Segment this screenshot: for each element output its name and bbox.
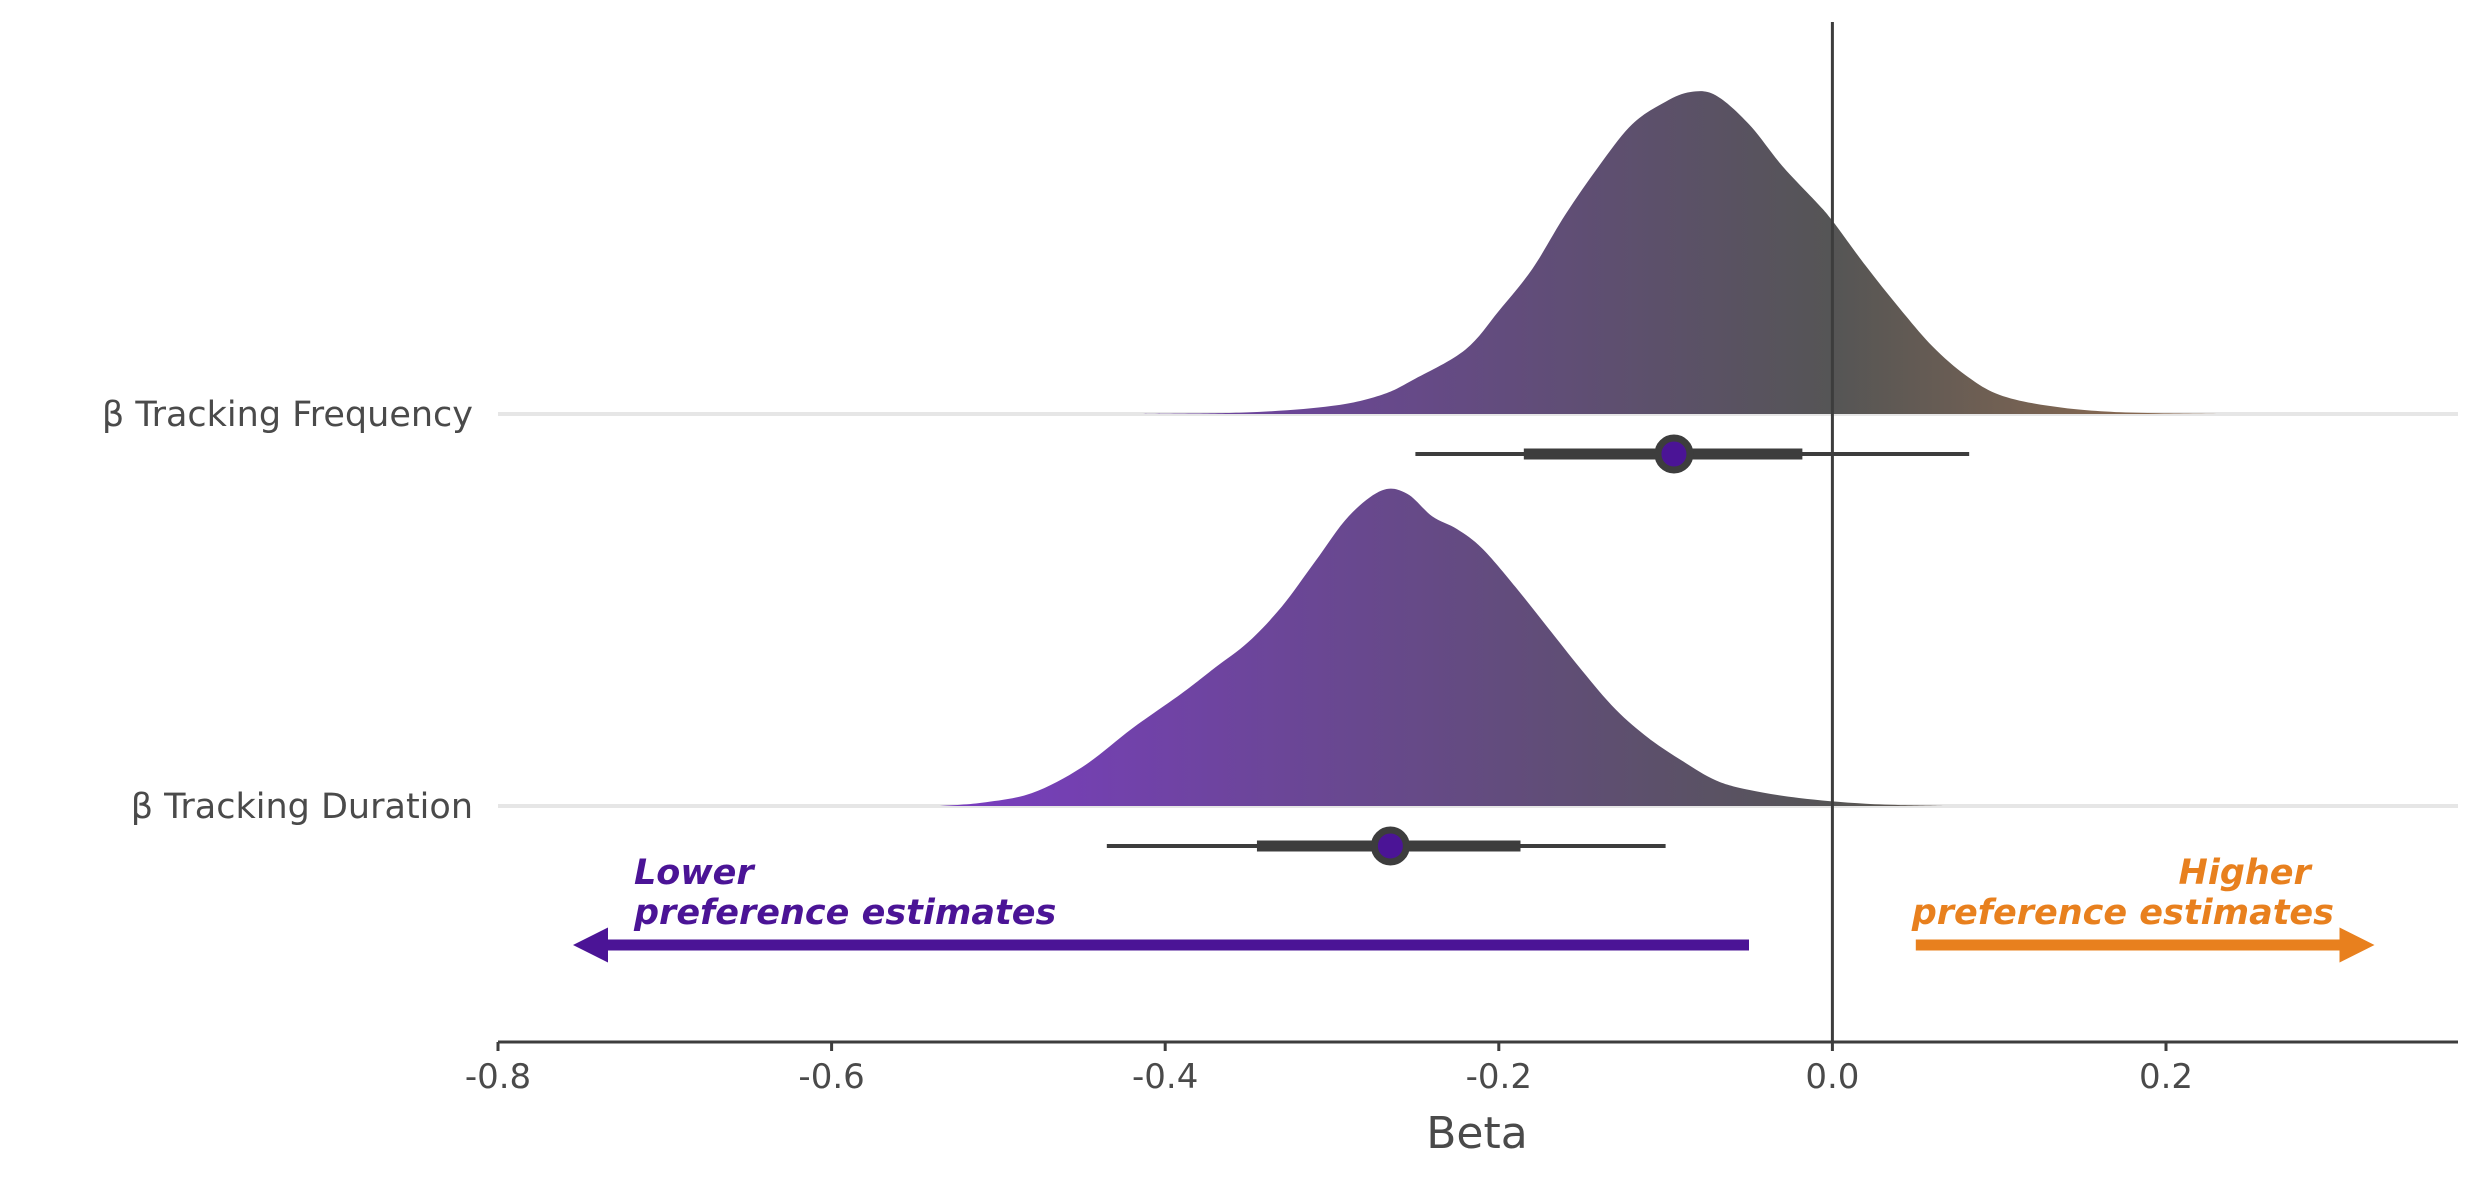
lower-annotation: Lower preference estimates — [633, 853, 1056, 933]
intervals-layer — [1106, 434, 1970, 866]
x-tick-label-2: -0.4 — [1132, 1057, 1198, 1097]
x-axis: -0.8 -0.6 -0.4 -0.2 0.0 0.2 Beta — [465, 1040, 2458, 1159]
lower-annotation-line-1: Lower — [634, 853, 756, 893]
x-ticks: -0.8 -0.6 -0.4 -0.2 0.0 0.2 — [465, 1042, 2193, 1097]
higher-annotation: Higher preference estimates — [1911, 853, 2334, 933]
x-tick-label-4: 0.0 — [1805, 1057, 1859, 1097]
density-tracking-frequency — [1140, 91, 2225, 414]
higher-annotation-line-2: preference estimates — [1911, 893, 2334, 933]
x-tick-label-5: 0.2 — [2139, 1057, 2193, 1097]
category-label-tracking-duration: β Tracking Duration — [131, 787, 473, 827]
higher-annotation-line-1: Higher — [2179, 853, 2314, 893]
lower-annotation-line-2: preference estimates — [633, 893, 1056, 933]
x-axis-title: Beta — [1426, 1108, 1527, 1159]
point-estimate-tracking-frequency — [1654, 434, 1694, 474]
category-label-tracking-frequency: β Tracking Frequency — [102, 395, 473, 435]
density-tracking-duration — [940, 488, 1945, 806]
x-tick-label-1: -0.6 — [798, 1057, 864, 1097]
point-estimate-tracking-duration — [1370, 826, 1410, 866]
annotations-layer: Lower preference estimates Higher prefer… — [572, 853, 2375, 963]
x-tick-label-3: -0.2 — [1466, 1057, 1532, 1097]
category-labels-layer: β Tracking Frequency β Tracking Duration — [102, 395, 473, 827]
densities-layer — [940, 91, 2225, 806]
x-tick-label-0: -0.8 — [465, 1057, 531, 1097]
